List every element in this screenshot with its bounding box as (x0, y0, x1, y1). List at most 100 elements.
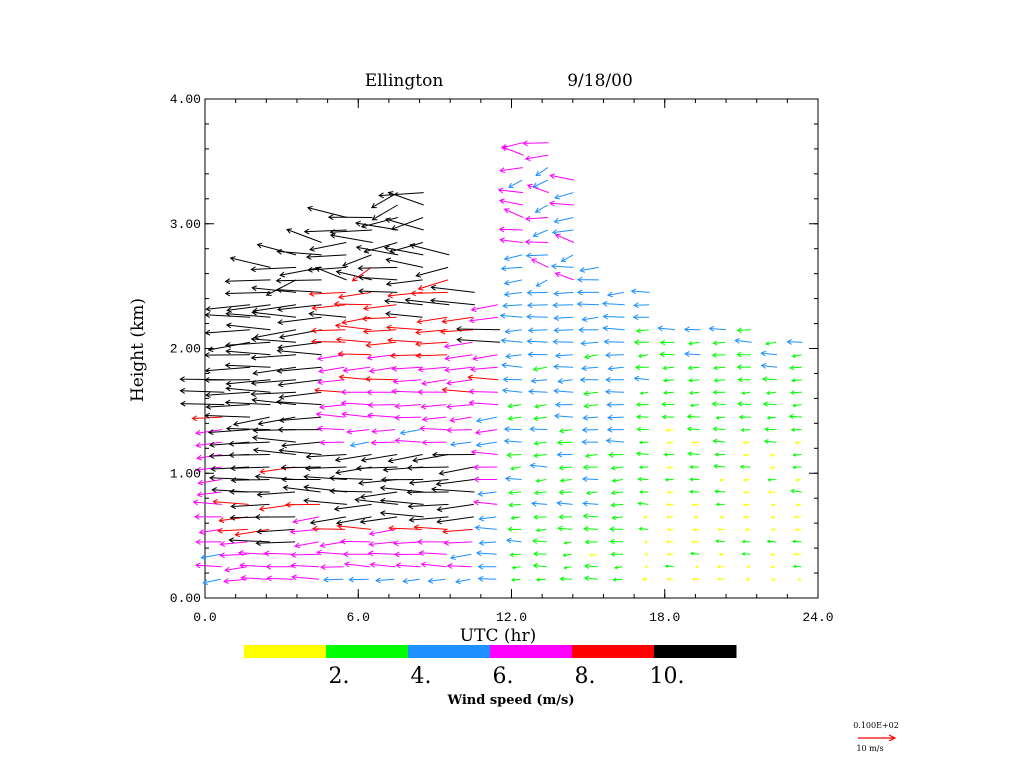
wind-vector-arrow (384, 298, 423, 306)
wind-vector-arrow (583, 353, 599, 360)
wind-vector-arrow (355, 465, 398, 472)
wind-vector-arrow (316, 549, 345, 556)
wind-vector-arrow (666, 552, 674, 557)
wind-vector-arrow (291, 574, 319, 581)
wind-vector-arrow (533, 514, 547, 520)
wind-vector-arrow (253, 329, 297, 340)
wind-vector-arrow (662, 378, 675, 383)
wind-vector-arrow (607, 291, 624, 298)
wind-vector-arrow (379, 497, 424, 505)
wind-vector-arrow (225, 425, 271, 432)
wind-vector-arrow (219, 541, 248, 547)
wind-vector-arrow (195, 539, 222, 545)
wind-vector-arrow (239, 562, 269, 569)
colorbar-segment (326, 645, 409, 658)
wind-vector-arrow (533, 452, 547, 459)
wind-vector-arrow (527, 327, 548, 334)
wind-vector-arrow (474, 524, 497, 531)
wind-vector-arrow (368, 541, 396, 547)
wind-vector-arrow (687, 451, 700, 457)
wind-vector-arrow (228, 440, 270, 447)
wind-vector-arrow (311, 525, 346, 532)
wind-vector-arrow (379, 510, 424, 518)
wind-vector-arrow (468, 388, 498, 395)
wind-vector-arrow (559, 576, 573, 582)
wind-vector-arrow (309, 516, 347, 526)
wind-vector-arrow (611, 478, 624, 483)
wind-vector-arrow (251, 397, 297, 406)
wind-vector-arrow (554, 192, 574, 200)
wind-vector-arrow (535, 167, 549, 177)
wind-vector-arrow (417, 366, 447, 373)
wind-vector-arrow (532, 366, 547, 372)
wind-vector-arrow (328, 475, 373, 482)
wind-vector-arrow (736, 351, 752, 358)
wind-vector-arrow (739, 464, 751, 469)
wind-vector-arrow (504, 328, 522, 335)
wind-vector-arrow (475, 550, 497, 557)
reference-vector-unit: 10 m/s (856, 744, 883, 753)
wind-vector-arrow (388, 242, 424, 254)
wind-vector-arrow (689, 403, 700, 408)
wind-vector-arrow (250, 266, 297, 273)
wind-vector-arrow (497, 187, 523, 194)
wind-vector-arrow (446, 403, 472, 410)
wind-vector-arrow (638, 490, 649, 494)
wind-vector-arrow (305, 253, 347, 260)
wind-vector-arrow (644, 565, 648, 569)
wind-vector-arrow (360, 454, 398, 463)
wind-vector-arrow (473, 476, 498, 483)
wind-vector-arrow (554, 271, 574, 281)
wind-vector-arrow (320, 564, 344, 571)
wind-vector-arrow (391, 365, 422, 372)
wind-vector-arrow (608, 451, 624, 458)
wind-vector-arrow (436, 516, 474, 525)
wind-vector-arrow (276, 248, 322, 256)
wind-vector-arrow (712, 438, 726, 444)
wind-vector-arrow (470, 304, 498, 313)
wind-vector-arrow (771, 527, 776, 532)
wind-vector-arrow (278, 416, 322, 424)
wind-vector-arrow (637, 353, 649, 358)
wind-vector-arrow (582, 414, 599, 421)
wind-vector-arrow (556, 500, 573, 507)
wind-vector-arrow (427, 577, 446, 584)
x-tick-label: 12.0 (496, 610, 527, 625)
wind-vector-arrow (602, 313, 625, 320)
wind-vector-arrow (467, 374, 499, 381)
wind-vector-arrow (322, 576, 344, 583)
wind-vector-arrow (525, 313, 548, 320)
wind-vector-arrow (179, 400, 225, 407)
wind-vector-arrow (766, 415, 776, 420)
wind-vector-arrow (357, 274, 398, 281)
wind-vector-arrow (444, 354, 473, 362)
wind-vector-arrow (643, 540, 648, 544)
wind-vector-arrow (711, 352, 726, 358)
wind-vector-arrow (421, 379, 447, 386)
wind-vector-arrow (687, 341, 700, 346)
wind-vector-arrow (511, 565, 521, 570)
wind-vector-arrow (550, 263, 574, 270)
wind-vector-arrow (254, 514, 296, 521)
reference-vector: 0.100E+02 10 m/s (853, 721, 899, 753)
wind-vector-arrow (279, 266, 322, 278)
wind-vector-arrow (446, 379, 473, 386)
wind-vector-arrow (369, 561, 396, 568)
wind-vector-arrow (475, 416, 498, 424)
colorbar-tick-label: 4. (411, 664, 432, 689)
wind-vector-arrow (342, 551, 370, 558)
wind-vector-arrow (637, 476, 649, 482)
wind-vector-arrow (765, 341, 777, 346)
reference-arrow-head (888, 734, 897, 742)
wind-vector-arrow (663, 452, 674, 457)
wind-vector-arrow (342, 366, 371, 374)
wind-vector-arrow (395, 562, 421, 569)
wind-vector-arrow (535, 528, 547, 533)
wind-vector-arrow (205, 391, 251, 398)
wind-vector-arrow (441, 528, 473, 535)
wind-vector-arrow (663, 390, 674, 395)
wind-vector-arrow (339, 538, 371, 545)
wind-vector-arrow (443, 341, 473, 349)
wind-vector-arrow (761, 376, 777, 382)
